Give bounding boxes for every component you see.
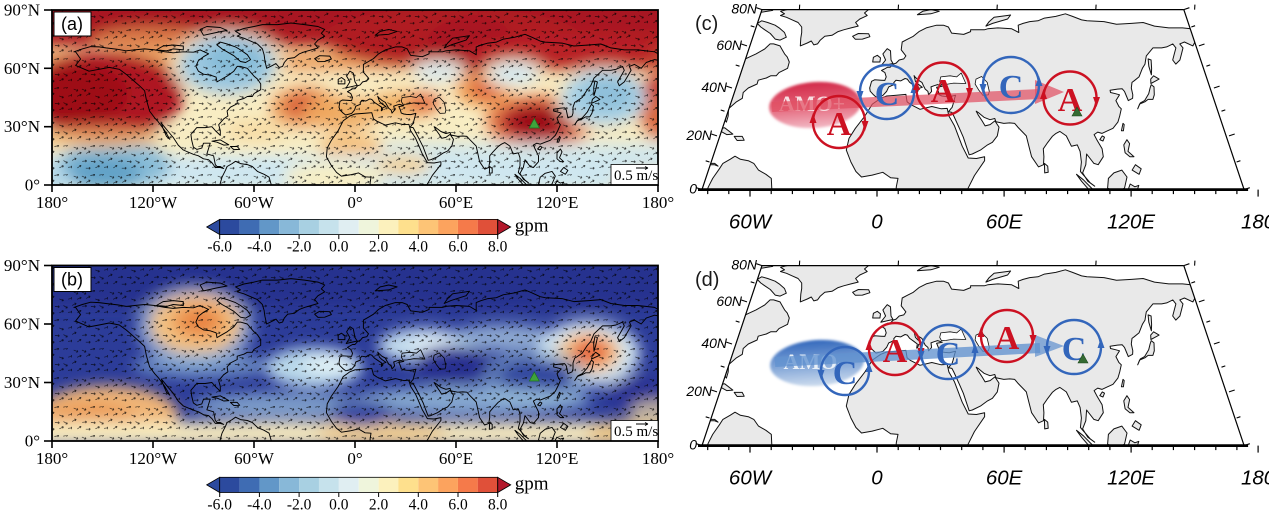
- svg-text:0: 0: [689, 437, 697, 453]
- svg-text:0°: 0°: [347, 449, 362, 468]
- svg-text:A: A: [883, 333, 908, 370]
- svg-text:0.5 m/s: 0.5 m/s: [614, 424, 658, 440]
- svg-text:(a): (a): [61, 14, 83, 34]
- svg-text:20N: 20N: [685, 383, 713, 399]
- svg-text:C: C: [833, 355, 858, 392]
- svg-text:20N: 20N: [685, 127, 713, 143]
- svg-text:60°E: 60°E: [439, 193, 473, 212]
- svg-text:8.0: 8.0: [488, 497, 508, 514]
- svg-text:-4.0: -4.0: [247, 497, 272, 514]
- svg-text:-6.0: -6.0: [207, 497, 232, 514]
- svg-text:4.0: 4.0: [409, 497, 429, 514]
- svg-text:40N: 40N: [701, 335, 728, 351]
- svg-text:(d): (d): [695, 269, 719, 291]
- svg-text:-2.0: -2.0: [287, 497, 312, 514]
- svg-text:180: 180: [1241, 467, 1269, 490]
- svg-text:2.0: 2.0: [369, 239, 389, 256]
- svg-text:0°: 0°: [25, 176, 40, 195]
- svg-text:60E: 60E: [986, 467, 1023, 490]
- svg-text:60°W: 60°W: [234, 449, 275, 468]
- svg-text:C: C: [936, 336, 961, 373]
- svg-text:A: A: [995, 320, 1020, 357]
- svg-text:4.0: 4.0: [409, 239, 429, 256]
- svg-text:(c): (c): [695, 13, 718, 35]
- svg-text:180°: 180°: [642, 193, 674, 212]
- svg-text:120°E: 120°E: [536, 449, 579, 468]
- svg-text:-6.0: -6.0: [207, 239, 232, 256]
- svg-text:C: C: [875, 76, 900, 113]
- svg-text:6.0: 6.0: [448, 239, 468, 256]
- svg-text:0.0: 0.0: [329, 497, 349, 514]
- svg-text:40N: 40N: [701, 79, 728, 95]
- svg-text:60W: 60W: [729, 467, 773, 490]
- svg-text:60E: 60E: [986, 211, 1023, 234]
- svg-text:120°W: 120°W: [129, 193, 178, 212]
- svg-text:2.0: 2.0: [369, 497, 389, 514]
- svg-text:60°E: 60°E: [439, 449, 473, 468]
- svg-text:60°W: 60°W: [234, 193, 275, 212]
- svg-text:120°W: 120°W: [129, 449, 178, 468]
- svg-text:180°: 180°: [36, 193, 68, 212]
- svg-text:120E: 120E: [1107, 211, 1155, 234]
- svg-text:0°: 0°: [25, 432, 40, 451]
- svg-text:gpm: gpm: [515, 215, 549, 236]
- svg-text:A: A: [827, 106, 852, 143]
- svg-text:(b): (b): [61, 270, 83, 290]
- svg-text:60°N: 60°N: [4, 315, 40, 334]
- svg-text:C: C: [999, 69, 1024, 106]
- svg-text:60N: 60N: [716, 293, 743, 309]
- svg-text:60N: 60N: [716, 37, 743, 53]
- svg-text:6.0: 6.0: [448, 497, 468, 514]
- svg-text:-2.0: -2.0: [287, 239, 312, 256]
- svg-text:30°N: 30°N: [4, 373, 40, 392]
- svg-text:0.0: 0.0: [329, 239, 349, 256]
- svg-text:-4.0: -4.0: [247, 239, 272, 256]
- svg-text:0: 0: [871, 467, 883, 490]
- svg-text:60°N: 60°N: [4, 59, 40, 78]
- svg-text:120°E: 120°E: [536, 193, 579, 212]
- svg-text:A: A: [931, 73, 956, 110]
- svg-text:180°: 180°: [642, 449, 674, 468]
- svg-text:0.5 m/s: 0.5 m/s: [614, 168, 658, 184]
- svg-text:90°N: 90°N: [4, 256, 40, 275]
- svg-text:gpm: gpm: [515, 473, 549, 494]
- svg-text:80N: 80N: [731, 1, 758, 17]
- svg-text:0°: 0°: [347, 193, 362, 212]
- svg-text:0: 0: [871, 211, 883, 234]
- svg-text:180: 180: [1241, 211, 1269, 234]
- svg-text:80N: 80N: [731, 257, 758, 273]
- svg-text:30°N: 30°N: [4, 117, 40, 136]
- svg-text:90°N: 90°N: [4, 1, 40, 20]
- svg-text:120E: 120E: [1107, 467, 1155, 490]
- svg-text:180°: 180°: [36, 449, 68, 468]
- svg-text:60W: 60W: [729, 211, 773, 234]
- svg-text:0: 0: [689, 181, 697, 197]
- svg-text:8.0: 8.0: [488, 239, 508, 256]
